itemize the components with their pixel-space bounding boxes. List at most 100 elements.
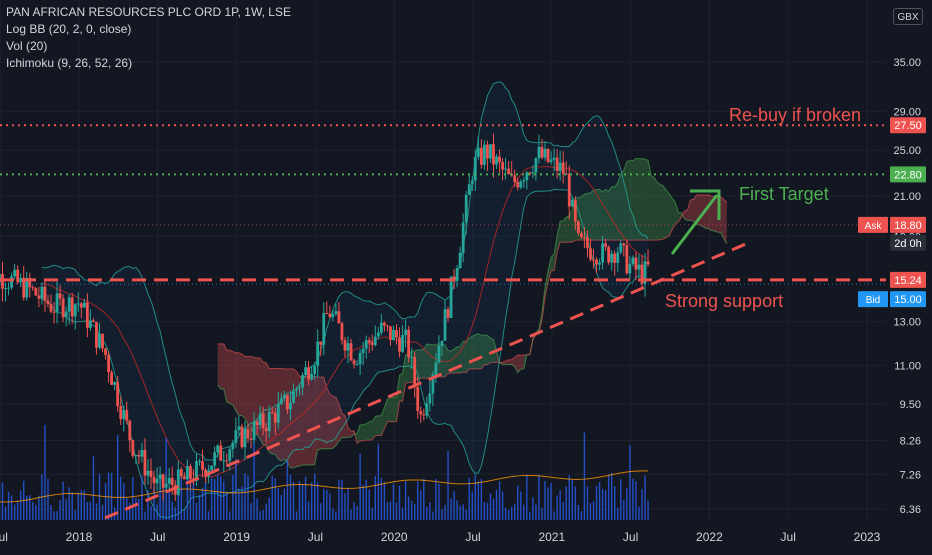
candle-body [586,237,589,248]
candle-body [156,479,159,483]
ichimoku-cloud-seg [360,425,363,441]
candle-body [147,471,150,476]
candle-body [595,260,598,265]
candle-body [213,452,216,465]
candle-body [338,311,341,323]
candle-body [247,429,250,439]
candle-body [359,353,362,364]
candle-body [162,474,165,487]
candle-body [304,367,307,375]
candle-body [562,163,565,174]
legend-symbol: PAN AFRICAN RESOURCES PLC ORD 1P, 1W, LS… [6,4,291,21]
candle-body [477,148,480,157]
candle-body [159,474,162,479]
candle-body [635,258,638,270]
candle-body [262,414,265,428]
candle-body [222,460,225,461]
candle-body [316,342,319,366]
candle-body [398,337,401,351]
candle-body [468,184,471,195]
ichimoku-cloud-seg [663,186,666,239]
candle-body [325,313,328,314]
candle-body [413,357,416,387]
candle-body [568,174,571,207]
legend-indicator-bb: Log BB (20, 2, 0, close) [6,21,291,38]
candle-body [134,455,137,456]
candle-body [210,466,213,470]
candle-body [62,298,65,317]
candle-body [483,145,486,165]
candle-body [486,145,489,159]
candle-body [435,362,438,374]
candle-body [353,360,356,364]
ichimoku-cloud-seg [724,199,727,244]
candle-body [441,341,444,346]
candle-body [113,382,116,385]
y-tick-9: 7.26 [900,469,921,481]
candle-body [225,460,228,461]
candle-body [380,323,383,333]
annotation-0: Re-buy if broken [729,105,861,125]
candle-body [492,144,495,164]
y-tick-7: 9.50 [900,399,921,411]
candle-body [216,446,219,453]
candle-body [489,144,492,158]
y-tick-6: 11.00 [894,360,921,372]
annotation-1: First Target [739,184,829,204]
x-tick-5: 2020 [381,530,408,544]
candle-body [77,303,80,304]
annotation-2: Strong support [665,291,783,311]
candle-body [44,287,47,301]
candle-body [410,357,413,358]
candle-body [334,311,337,314]
price-label-2: 18.80 [894,220,922,232]
candle-body [104,349,107,355]
candle-body [171,478,174,485]
candle-body [74,304,77,316]
candle-body [501,162,504,170]
ichimoku-cloud-seg [248,356,251,428]
ichimoku-cloud-seg [245,356,248,424]
candle-body [280,398,283,403]
candle-body [68,297,71,311]
candle-body [428,393,431,403]
ichimoku-cloud-seg [657,182,660,240]
candle-body [613,254,616,263]
candle-body [65,312,68,318]
candle-body [559,163,562,171]
currency-badge[interactable]: GBX [893,8,923,25]
ichimoku-cloud-seg [509,360,512,365]
chart-legend: PAN AFRICAN RESOURCES PLC ORD 1P, 1W, LS… [6,4,291,72]
candle-body [504,169,507,170]
candle-body [392,330,395,340]
candle-body [583,237,586,238]
ichimoku-cloud-seg [566,216,569,242]
ichimoku-cloud-seg [660,184,663,239]
candle-body [301,375,304,387]
candle-body [516,182,519,187]
candle-body [150,471,153,477]
candle-body [638,265,641,270]
y-tick-0: 35.00 [893,57,921,69]
candle-body [647,261,650,264]
candle-body [480,148,483,165]
candle-body [459,253,462,268]
candle-body [186,466,189,479]
candle-body [10,276,13,287]
candle-body [307,367,310,379]
candle-body [238,426,241,429]
candle-body [319,342,322,345]
candle-body [244,429,247,448]
x-tick-2: Jul [150,530,165,544]
price-label-1: 22.80 [894,169,922,181]
candle-body [265,428,268,431]
candle-body [407,330,410,357]
candle-body [183,476,186,479]
candle-body [422,414,425,415]
ichimoku-cloud-seg [363,424,366,441]
candle-body [80,303,83,307]
candle-body [538,147,541,158]
candle-body [144,450,147,476]
